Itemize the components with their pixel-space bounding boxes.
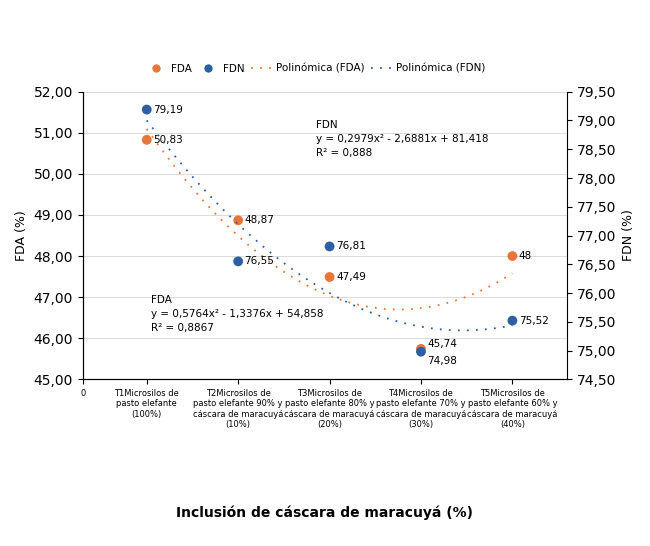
Text: FDA
y = 0,5764x² - 1,3376x + 54,858
R² = 0,8867: FDA y = 0,5764x² - 1,3376x + 54,858 R² =… [151,294,324,333]
Text: 48: 48 [519,251,532,261]
Point [142,135,152,144]
Text: 76,81: 76,81 [336,241,366,252]
Point [324,272,335,281]
Point [507,316,517,325]
Text: 79,19: 79,19 [153,105,183,115]
Y-axis label: FDA (%): FDA (%) [15,210,28,261]
Point [142,105,152,114]
X-axis label: Inclusión de cáscara de maracuyá (%): Inclusión de cáscara de maracuyá (%) [177,506,473,520]
Point [507,252,517,260]
Text: 47,49: 47,49 [336,272,366,282]
Point [233,257,243,266]
Legend: FDA, FDN, Polinómica (FDA), Polinómica (FDN): FDA, FDN, Polinómica (FDA), Polinómica (… [142,60,489,78]
Y-axis label: FDN (%): FDN (%) [622,210,635,262]
Text: 48,87: 48,87 [244,215,274,225]
Text: 50,83: 50,83 [153,135,183,145]
Point [416,347,426,356]
Point [324,242,335,251]
Text: 45,74: 45,74 [427,339,457,348]
Text: 75,52: 75,52 [519,316,549,325]
Point [416,345,426,353]
Point [233,216,243,224]
Text: 74,98: 74,98 [427,357,457,366]
Text: 76,55: 76,55 [244,257,274,266]
Text: FDN
y = 0,2979x² - 2,6881x + 81,418
R² = 0,888: FDN y = 0,2979x² - 2,6881x + 81,418 R² =… [316,120,488,158]
